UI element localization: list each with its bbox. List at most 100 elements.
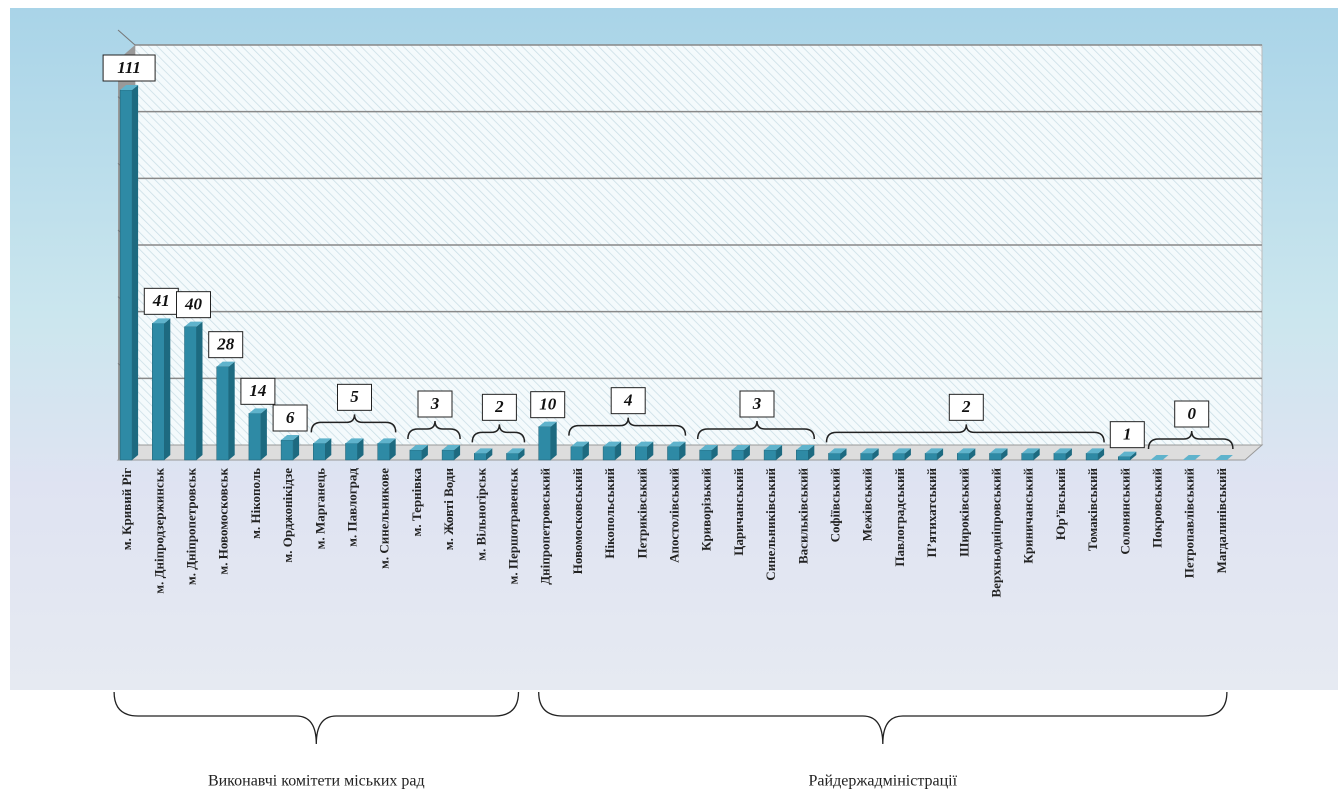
bar-front bbox=[1118, 456, 1131, 461]
bar-top bbox=[120, 85, 139, 90]
x-tick-label: м. Тернівка bbox=[409, 468, 424, 537]
bar bbox=[635, 441, 654, 461]
bar bbox=[731, 445, 750, 461]
bar bbox=[1182, 455, 1201, 460]
bar-front bbox=[1053, 453, 1067, 461]
bar-side bbox=[132, 85, 139, 460]
bar-side bbox=[1065, 448, 1072, 460]
bar-side bbox=[196, 321, 203, 460]
bar bbox=[409, 445, 428, 461]
bar-top bbox=[1021, 448, 1040, 454]
bar bbox=[1021, 448, 1040, 461]
x-tick-label: м. Дніпродзержинськ bbox=[151, 467, 166, 593]
bar-top bbox=[989, 448, 1008, 454]
bar-top bbox=[538, 421, 557, 427]
x-tick-label: Петропавлівський bbox=[1182, 467, 1197, 578]
bar bbox=[184, 321, 203, 461]
bar bbox=[667, 441, 686, 461]
bar-side bbox=[582, 441, 589, 460]
bar-top bbox=[603, 441, 622, 447]
group-label: Виконавчі комітети міських рад bbox=[208, 773, 425, 790]
bar bbox=[763, 445, 783, 461]
x-tick-label: Солонянський bbox=[1117, 467, 1132, 554]
bar-front bbox=[667, 446, 680, 461]
x-tick-label: м. Першотравенськ bbox=[505, 467, 520, 584]
value-label-box bbox=[948, 393, 984, 421]
bar bbox=[248, 408, 267, 461]
bar-top bbox=[506, 448, 525, 454]
bar-front bbox=[152, 323, 165, 461]
bar-front bbox=[699, 449, 712, 461]
bar-top bbox=[570, 441, 589, 447]
bar-side bbox=[647, 441, 654, 460]
bar-front bbox=[989, 453, 1002, 461]
bar-front bbox=[184, 326, 197, 461]
x-tick-label: Широківський bbox=[956, 468, 971, 557]
value-label-box bbox=[208, 331, 244, 359]
bar-front bbox=[248, 413, 262, 461]
value-label: 40 bbox=[184, 295, 203, 314]
group-brace bbox=[407, 420, 461, 440]
bar bbox=[957, 448, 976, 461]
bar bbox=[313, 438, 332, 461]
value-label: 10 bbox=[539, 395, 557, 414]
value-label-box bbox=[417, 390, 453, 418]
bar-side bbox=[293, 435, 300, 460]
bar-front bbox=[280, 439, 294, 461]
x-tick-label: м. Жовті Води bbox=[441, 467, 456, 550]
group-label: Райдержадміністрації bbox=[809, 773, 958, 790]
bar-front bbox=[763, 449, 777, 461]
x-tick-label: м. Синельникове bbox=[377, 468, 392, 569]
bar bbox=[924, 448, 944, 461]
x-tick-label: Дніпропетровський bbox=[538, 468, 553, 585]
bar-top bbox=[699, 445, 718, 450]
x-tick-label: Межівський bbox=[860, 467, 875, 541]
group-brace bbox=[568, 417, 687, 436]
value-label: 28 bbox=[216, 335, 235, 354]
value-label: 6 bbox=[286, 408, 295, 427]
bar-top bbox=[957, 448, 976, 454]
value-label-box bbox=[481, 393, 517, 421]
x-tick-label: Павлоградський bbox=[892, 468, 907, 567]
bar-front bbox=[313, 443, 326, 461]
bar-side bbox=[550, 421, 557, 460]
x-tick-label: Новомосковський bbox=[570, 467, 585, 574]
x-tick-label: Царичанський bbox=[731, 468, 746, 556]
bar bbox=[441, 445, 461, 461]
value-label-box bbox=[272, 404, 308, 432]
bar bbox=[796, 445, 815, 461]
bar-front bbox=[409, 449, 423, 461]
bar-front bbox=[345, 443, 358, 461]
x-tick-label: Нікопольський bbox=[602, 468, 617, 559]
bar-front bbox=[506, 453, 519, 461]
value-label: 2 bbox=[494, 397, 504, 416]
bar-front bbox=[731, 449, 745, 461]
bar-side bbox=[325, 438, 332, 460]
bar bbox=[216, 361, 235, 461]
bar bbox=[377, 438, 396, 461]
bar-top bbox=[1182, 455, 1201, 460]
bar-top bbox=[216, 361, 235, 367]
bar-side bbox=[389, 438, 396, 460]
bar bbox=[506, 448, 525, 461]
x-tick-label: Синельниківський bbox=[763, 467, 778, 580]
bar-top bbox=[184, 321, 203, 327]
bar-side bbox=[1098, 448, 1105, 460]
value-label-box bbox=[102, 54, 156, 82]
bar-side bbox=[486, 448, 493, 460]
bar-top bbox=[828, 448, 847, 454]
value-label-box bbox=[739, 390, 775, 418]
bar-top bbox=[409, 445, 428, 450]
value-label: 2 bbox=[961, 397, 971, 416]
value-label: 5 bbox=[350, 387, 359, 406]
bar-front bbox=[538, 426, 551, 461]
bar bbox=[860, 448, 879, 461]
bar-front bbox=[828, 453, 841, 461]
bar-front bbox=[860, 453, 873, 461]
value-label: 3 bbox=[752, 394, 762, 413]
x-tick-label: Софіївський bbox=[827, 467, 842, 542]
bar-top bbox=[248, 408, 267, 414]
bar bbox=[892, 448, 911, 461]
